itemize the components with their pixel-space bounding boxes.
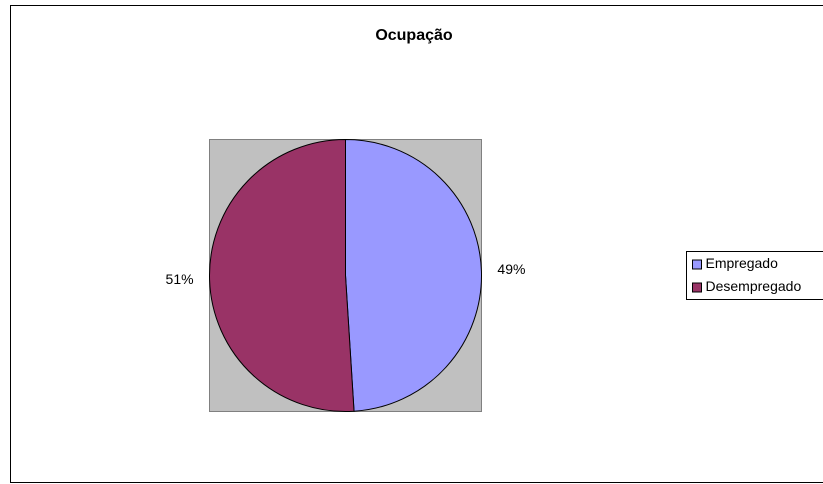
legend-label: Empregado	[706, 255, 779, 271]
data-label: 51%	[166, 271, 194, 287]
chart-title: Ocupação	[375, 27, 453, 44]
pie-slice	[209, 138, 355, 412]
legend-swatch	[692, 259, 702, 270]
legend-box	[686, 251, 823, 300]
legend-label: Desempregado	[706, 278, 802, 294]
pie-slice	[345, 138, 482, 412]
legend-swatch	[692, 282, 702, 293]
data-label: 49%	[497, 261, 525, 277]
